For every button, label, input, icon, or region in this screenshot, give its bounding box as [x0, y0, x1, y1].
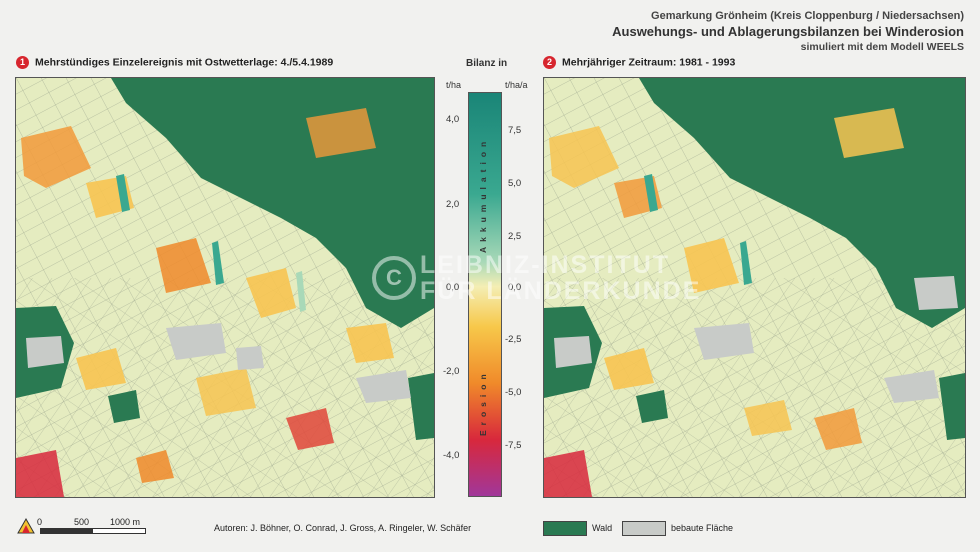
left-tick: 4,0 — [446, 114, 460, 125]
watermark-line2: FÜR LÄNDERKUNDE — [420, 277, 702, 305]
panel-1-title-text: Mehrstündiges Einzelereignis mit Ostwett… — [35, 56, 334, 69]
left-tick: -4,0 — [443, 450, 460, 461]
map-panel-1[interactable] — [15, 77, 435, 498]
scale-label-1000: 1000 m — [110, 517, 141, 527]
right-tick: 5,0 — [508, 178, 522, 189]
authors-credit: Autoren: J. Böhner, O. Conrad, J. Gross,… — [214, 523, 472, 533]
region-title: Gemarkung Grönheim (Kreis Cloppenburg / … — [651, 10, 964, 22]
legend-label-bebaut: bebaute Fläche — [671, 523, 734, 533]
legend-swatch-wald — [543, 521, 587, 536]
right-tick: -5,0 — [505, 387, 522, 398]
legend-unit-left: t/ha — [446, 80, 462, 90]
legend-unit-right: t/ha/a — [505, 80, 528, 90]
legend-erosion-label: Erosion — [478, 369, 488, 437]
panel-2-title-text: Mehrjähriger Zeitraum: 1981 - 1993 — [562, 56, 736, 69]
legend-color-bar — [468, 92, 502, 497]
subtitle: simuliert mit dem Modell WEELS — [800, 41, 964, 53]
legend-swatch-bebaut — [622, 521, 666, 536]
scale-bar — [40, 528, 146, 534]
right-tick: 7,5 — [508, 125, 522, 136]
copyright-icon: C — [372, 256, 416, 300]
map-panel-2[interactable] — [543, 77, 966, 498]
panel-1-number: 1 — [16, 56, 29, 69]
map-1-graphic — [16, 78, 434, 497]
right-tick: -2,5 — [505, 334, 522, 345]
scale-label-0: 0 — [37, 517, 43, 527]
map-2-graphic — [544, 78, 965, 497]
left-tick: 0,0 — [446, 282, 460, 293]
institute-logo-icon — [16, 517, 36, 535]
left-tick: -2,0 — [443, 366, 460, 377]
panel-2-title: 2 Mehrjähriger Zeitraum: 1981 - 1993 — [543, 56, 735, 69]
left-tick: 2,0 — [446, 199, 460, 210]
main-title: Auswehungs- und Ablagerungsbilanzen bei … — [612, 24, 964, 39]
panel-1-title: 1 Mehrstündiges Einzelereignis mit Ostwet… — [16, 56, 333, 69]
right-tick: 2,5 — [508, 231, 522, 242]
scale-label-500: 500 — [74, 517, 90, 527]
legend-title: Bilanz in — [466, 58, 508, 69]
panel-2-number: 2 — [543, 56, 556, 69]
right-tick: -7,5 — [505, 440, 522, 451]
legend-label-wald: Wald — [592, 523, 613, 533]
right-tick: 0,0 — [508, 282, 522, 293]
watermark-line1: LEIBNIZ-INSTITUT — [420, 251, 671, 279]
